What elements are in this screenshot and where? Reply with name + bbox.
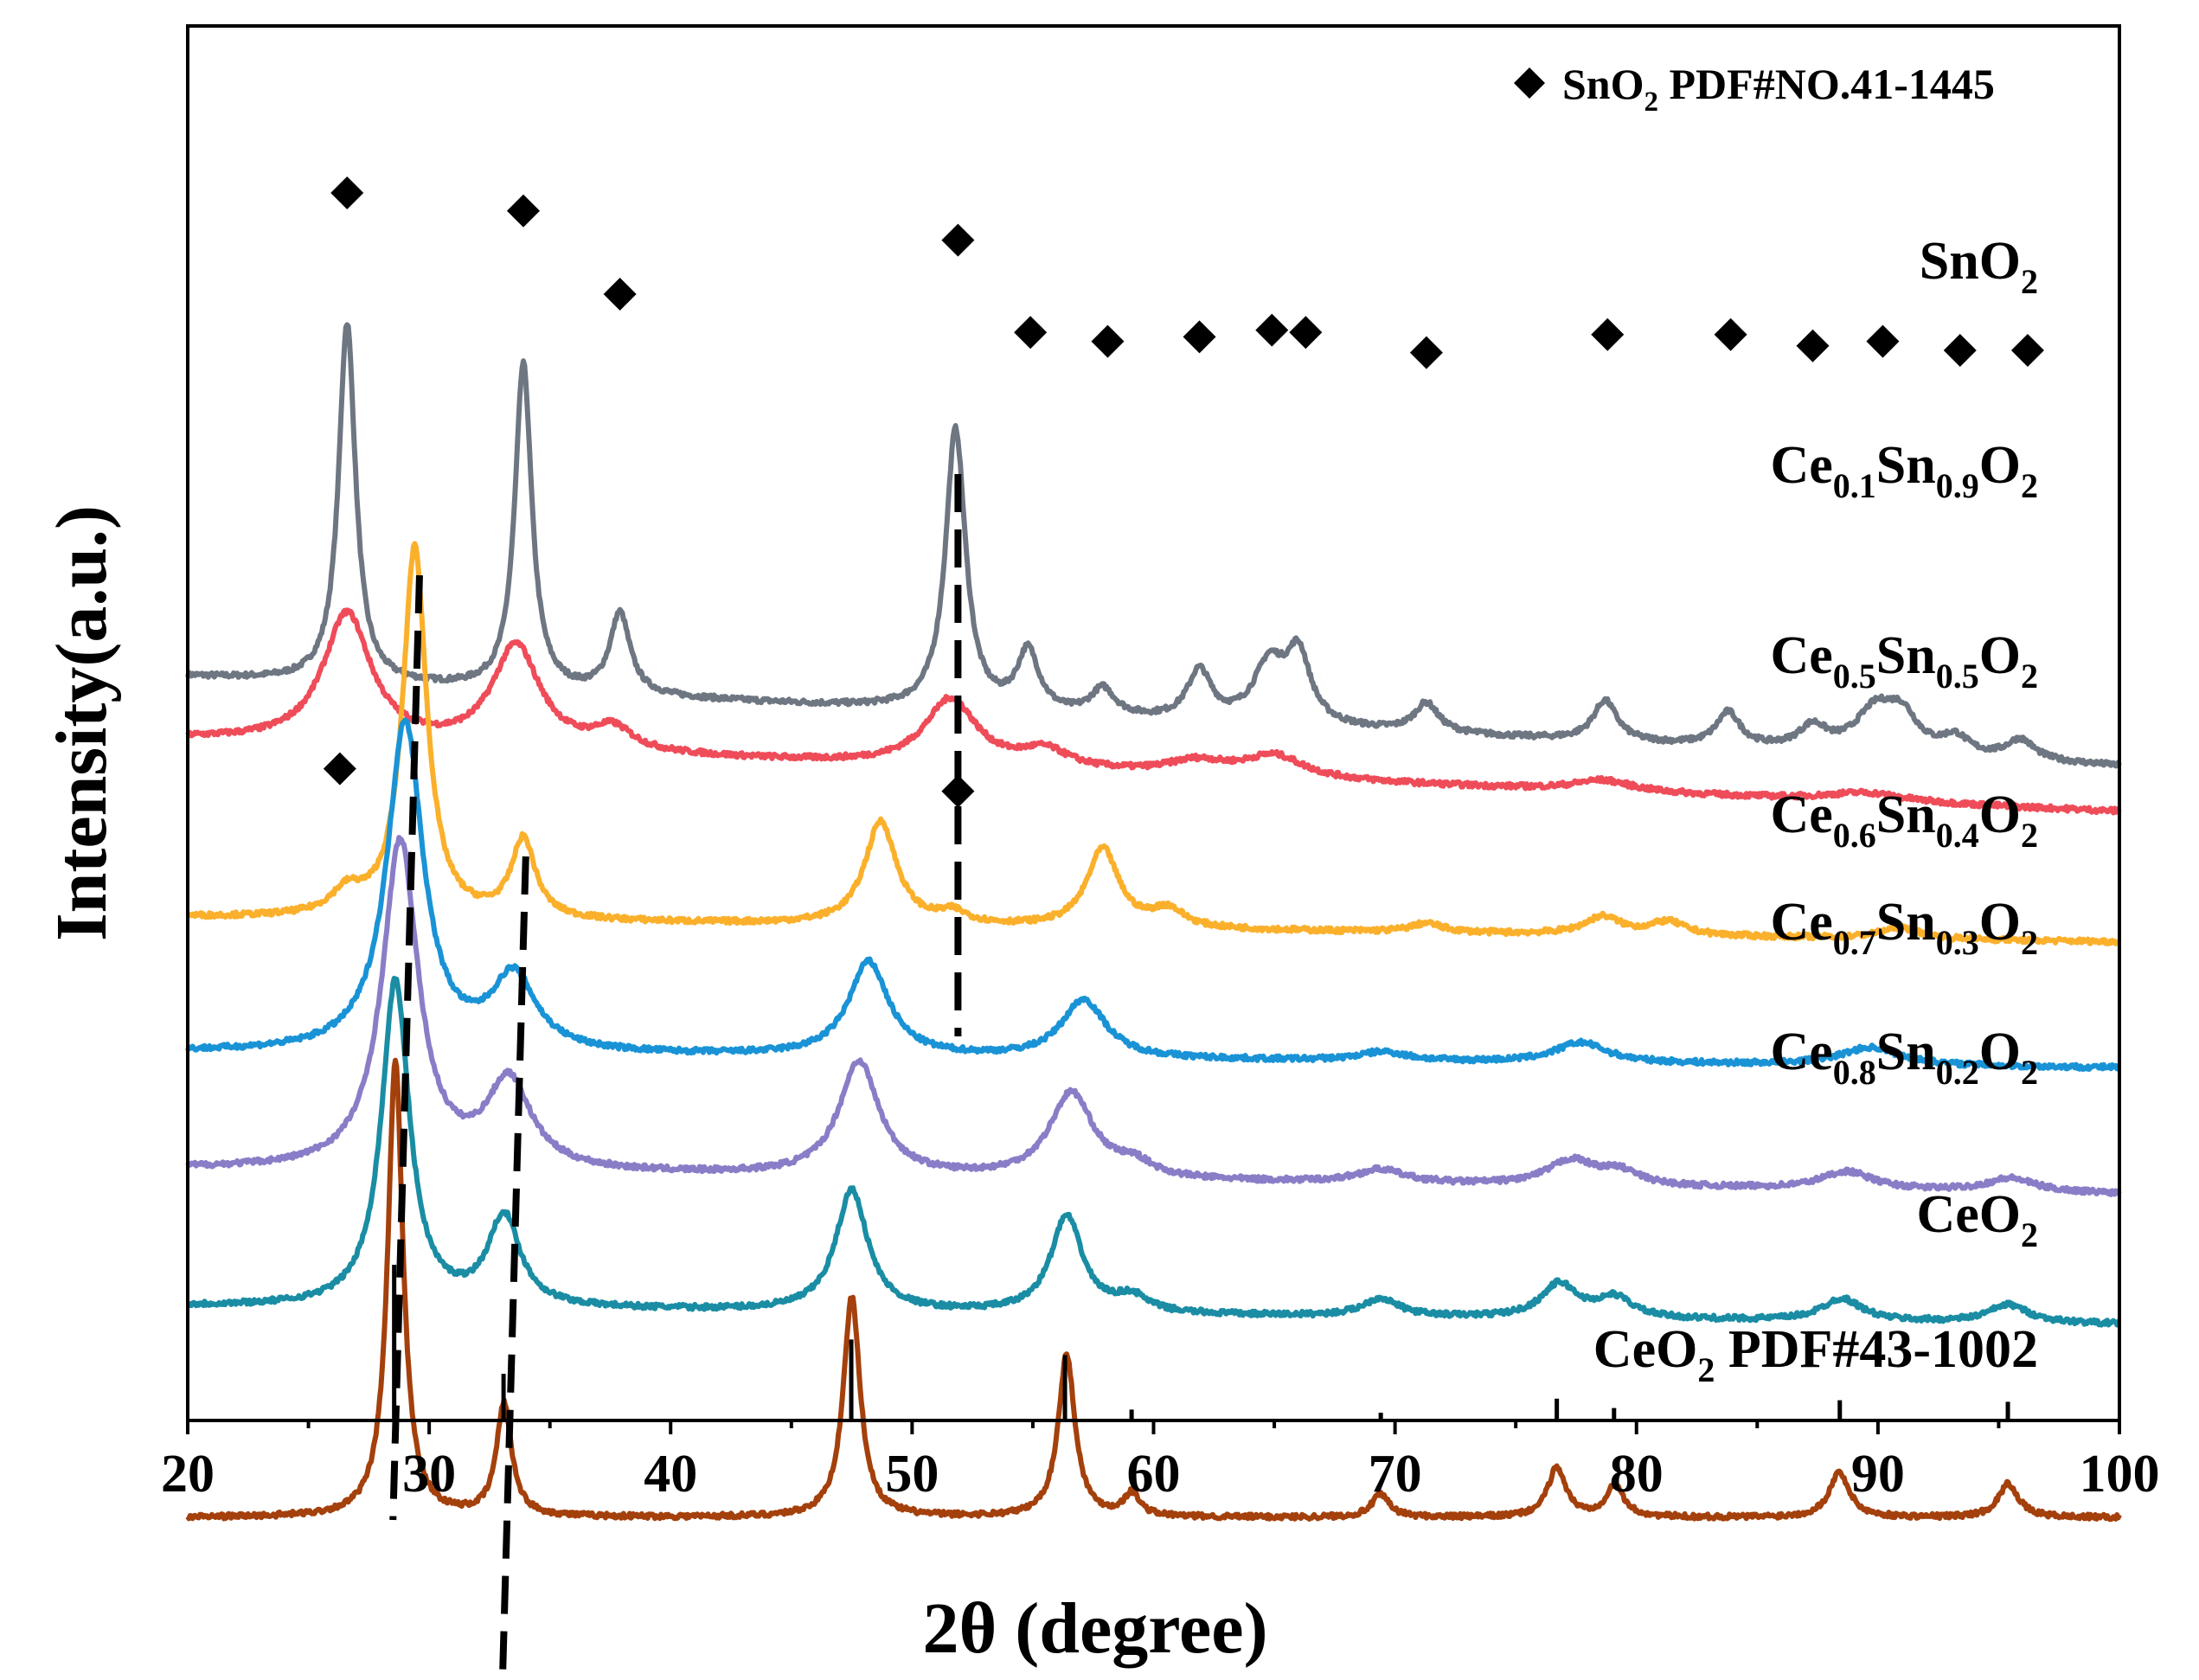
label-text: Sn xyxy=(1876,626,1936,685)
label-subscript: 2 xyxy=(2021,657,2038,696)
x-axis: 20 30 40 50 60 70 80 90 100 xyxy=(161,1420,2160,1504)
label-text: O xyxy=(1979,436,2021,495)
series-label-5: Ce0.8Sn0.2O2 xyxy=(1771,1023,2039,1092)
x-tick-label: 90 xyxy=(1851,1445,1905,1504)
label-subscript: 2 xyxy=(2021,923,2038,962)
peak-marker-16 xyxy=(323,752,356,785)
peak-marker-5 xyxy=(1091,324,1125,358)
series-label-6: CeO2 xyxy=(1916,1185,2038,1254)
peak-marker-14 xyxy=(1943,334,1977,367)
series-label-3: Ce0.6Sn0.4O2 xyxy=(1771,785,2039,855)
peak-marker-15 xyxy=(2010,334,2044,367)
label-text: Ce xyxy=(1771,785,1833,844)
series-line-3 xyxy=(185,717,2121,1072)
label-subscript: 2 xyxy=(2021,262,2038,301)
reference-layer xyxy=(392,1265,2010,1420)
label-text: CeO xyxy=(1916,1185,2021,1244)
label-subscript: 2 xyxy=(2021,1215,2038,1254)
peak-marker-10 xyxy=(1591,317,1625,351)
x-tick-label: 70 xyxy=(1369,1445,1422,1504)
peak-marker-0 xyxy=(330,176,364,209)
label-text: Ce xyxy=(1771,1023,1833,1081)
series-label-0: SnO2 xyxy=(1920,232,2038,301)
legend: SnO2 PDF#NO.41-1445 xyxy=(1514,60,1995,118)
label-subscript: 2 xyxy=(1644,87,1659,118)
shift-guide-1 xyxy=(498,856,529,1680)
series-line-2 xyxy=(186,541,2122,946)
series-label-4: Ce0.7Sn0.3O2 xyxy=(1771,893,2039,962)
label-subscript: 0.5 xyxy=(1936,657,1979,696)
series-label-1: Ce0.1Sn0.9O2 xyxy=(1771,436,2039,505)
peak-marker-8 xyxy=(1289,316,1323,349)
peak-marker-4 xyxy=(1014,316,1048,349)
peak-marker-9 xyxy=(1409,336,1443,369)
peak-marker-7 xyxy=(1255,313,1289,347)
series-line-4 xyxy=(185,835,2122,1197)
x-tick-label: 20 xyxy=(161,1445,215,1504)
label-text: Sn xyxy=(1876,893,1936,952)
peak-marker-6 xyxy=(1183,320,1216,354)
label-text: Ce xyxy=(1771,436,1833,495)
label-subscript: 0.7 xyxy=(1833,923,1876,962)
x-tick-label: 40 xyxy=(644,1445,697,1504)
label-text: SnO xyxy=(1562,60,1644,108)
label-text: O xyxy=(1979,626,2021,685)
peak-marker-12 xyxy=(1796,329,1830,362)
peak-marker-11 xyxy=(1714,317,1747,351)
label-text: O xyxy=(1979,893,2021,952)
reference-label: CeO2 PDF#43-1002 xyxy=(1593,1320,2038,1389)
x-tick-label: 50 xyxy=(885,1445,939,1504)
label-text: Ce xyxy=(1771,626,1833,685)
label-text: Sn xyxy=(1876,1023,1936,1081)
y-axis-title: Intensity(a.u.) xyxy=(42,505,122,941)
label-subscript: 0.1 xyxy=(1833,466,1876,505)
legend-label: SnO2 PDF#NO.41-1445 xyxy=(1562,60,1995,118)
guide-layer xyxy=(389,474,962,1680)
label-subscript: 0.5 xyxy=(1833,657,1876,696)
peak-marker-3 xyxy=(941,223,975,257)
label-subscript: 0.8 xyxy=(1833,1053,1876,1092)
series-label-2: Ce0.5Sn0.5O2 xyxy=(1771,626,2039,696)
label-subscript: 2 xyxy=(2021,816,2038,855)
x-tick-label: 100 xyxy=(2080,1445,2160,1504)
marker-layer xyxy=(323,176,2044,808)
label-subscript: 0.3 xyxy=(1936,923,1979,962)
label-text: Sn xyxy=(1876,436,1936,495)
label-text: PDF#43-1002 xyxy=(1715,1320,2038,1379)
series-line-0 xyxy=(185,322,2122,769)
peak-marker-17 xyxy=(941,774,975,808)
series-labels: SnO2Ce0.1Sn0.9O2Ce0.5Sn0.5O2Ce0.6Sn0.4O2… xyxy=(1593,232,2038,1389)
label-subscript: 2 xyxy=(2021,1053,2038,1092)
label-subscript: 0.9 xyxy=(1936,466,1979,505)
label-text: Sn xyxy=(1876,785,1936,844)
legend-marker xyxy=(1514,67,1545,99)
label-text: PDF#NO.41-1445 xyxy=(1658,60,1995,108)
label-subscript: 0.6 xyxy=(1833,816,1876,855)
label-text: O xyxy=(1979,785,2021,844)
label-text: O xyxy=(1979,1023,2021,1081)
series-line-1 xyxy=(185,607,2122,816)
x-tick-label: 80 xyxy=(1610,1445,1664,1504)
label-subscript: 2 xyxy=(1697,1350,1715,1389)
label-text: Ce xyxy=(1771,893,1833,952)
series-layer xyxy=(185,322,2122,1523)
label-subscript: 0.2 xyxy=(1936,1053,1979,1092)
series-line-5 xyxy=(186,975,2121,1328)
x-tick-label: 30 xyxy=(402,1445,456,1504)
label-subscript: 0.4 xyxy=(1936,816,1979,855)
x-tick-label: 60 xyxy=(1127,1445,1181,1504)
shift-guide-0 xyxy=(389,574,423,1521)
peak-marker-2 xyxy=(603,278,637,311)
label-subscript: 2 xyxy=(2021,466,2038,505)
label-text: CeO xyxy=(1593,1320,1698,1379)
peak-marker-1 xyxy=(506,194,540,228)
peak-marker-13 xyxy=(1866,324,1900,358)
x-axis-title: 2θ (degree) xyxy=(922,1588,1267,1669)
label-text: SnO xyxy=(1920,232,2021,291)
